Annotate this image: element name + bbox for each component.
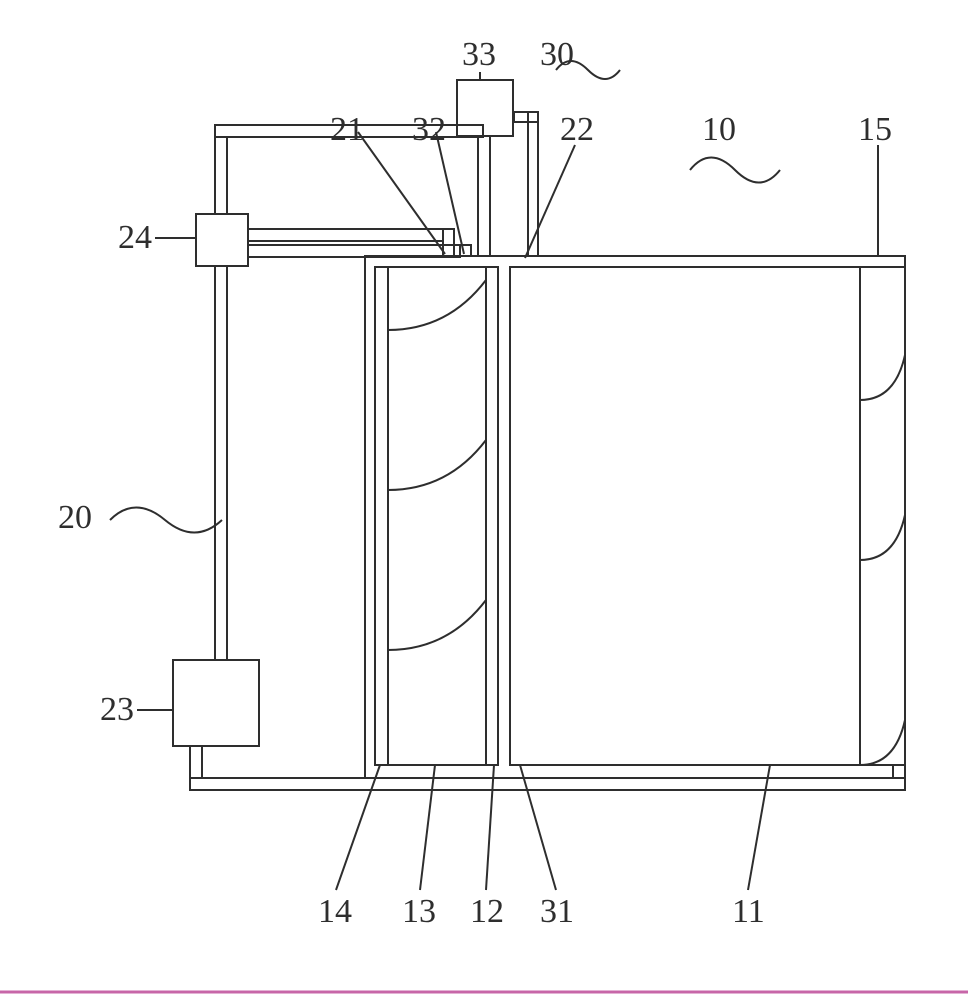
label-11: 11 — [732, 893, 765, 930]
well-left-inner — [388, 267, 486, 765]
right-well-curve-2 — [860, 720, 905, 765]
inner-box-right — [510, 267, 860, 765]
leader-12 — [486, 765, 494, 890]
well-right — [860, 267, 905, 765]
leader-11 — [748, 765, 770, 890]
label-14: 14 — [318, 893, 352, 930]
leader-21 — [358, 132, 445, 254]
label-13: 13 — [402, 893, 436, 930]
label-23: 23 — [100, 691, 134, 728]
label-32: 32 — [412, 111, 446, 148]
box-33 — [457, 80, 513, 136]
label-15: 15 — [858, 111, 892, 148]
label-10: 10 — [702, 111, 736, 148]
pipe-bottom-right-v — [893, 765, 905, 778]
label-12: 12 — [470, 893, 504, 930]
technical-diagram: 33 30 21 32 22 10 15 24 20 23 14 13 12 31 11 — [0, 0, 968, 1000]
pipe-33-down — [478, 136, 490, 256]
pipe-bottom-left-v — [190, 746, 202, 778]
right-well-curve-1 — [860, 515, 905, 560]
label-33: 33 — [462, 36, 496, 73]
label-20: 20 — [58, 499, 92, 536]
left-well-curve-0 — [388, 280, 486, 330]
well-left-outer — [375, 267, 498, 765]
left-well-curve-1 — [388, 440, 486, 490]
leader-14 — [336, 765, 380, 890]
label-24: 24 — [118, 219, 152, 256]
leader-22 — [525, 145, 575, 258]
box-24 — [196, 214, 248, 266]
pipe-24-right-a — [248, 229, 443, 241]
ref-wave-20 — [110, 508, 222, 533]
pipe-bottom-horz — [190, 778, 905, 790]
left-well-curve-2 — [388, 600, 486, 650]
pipe-30-horz — [514, 112, 538, 122]
leader-31 — [520, 765, 556, 890]
pipe-left-vert-top — [215, 137, 227, 214]
outer-main-box — [365, 256, 905, 778]
box-23 — [173, 660, 259, 746]
leader-32 — [436, 132, 464, 254]
label-31: 31 — [540, 893, 574, 930]
leader-13 — [420, 765, 435, 890]
ref-wave-10 — [690, 158, 780, 183]
label-22: 22 — [560, 111, 594, 148]
label-21: 21 — [330, 111, 364, 148]
pipe-left-vert-outer — [215, 266, 227, 660]
label-30: 30 — [540, 36, 574, 73]
right-well-curve-0 — [860, 355, 905, 400]
